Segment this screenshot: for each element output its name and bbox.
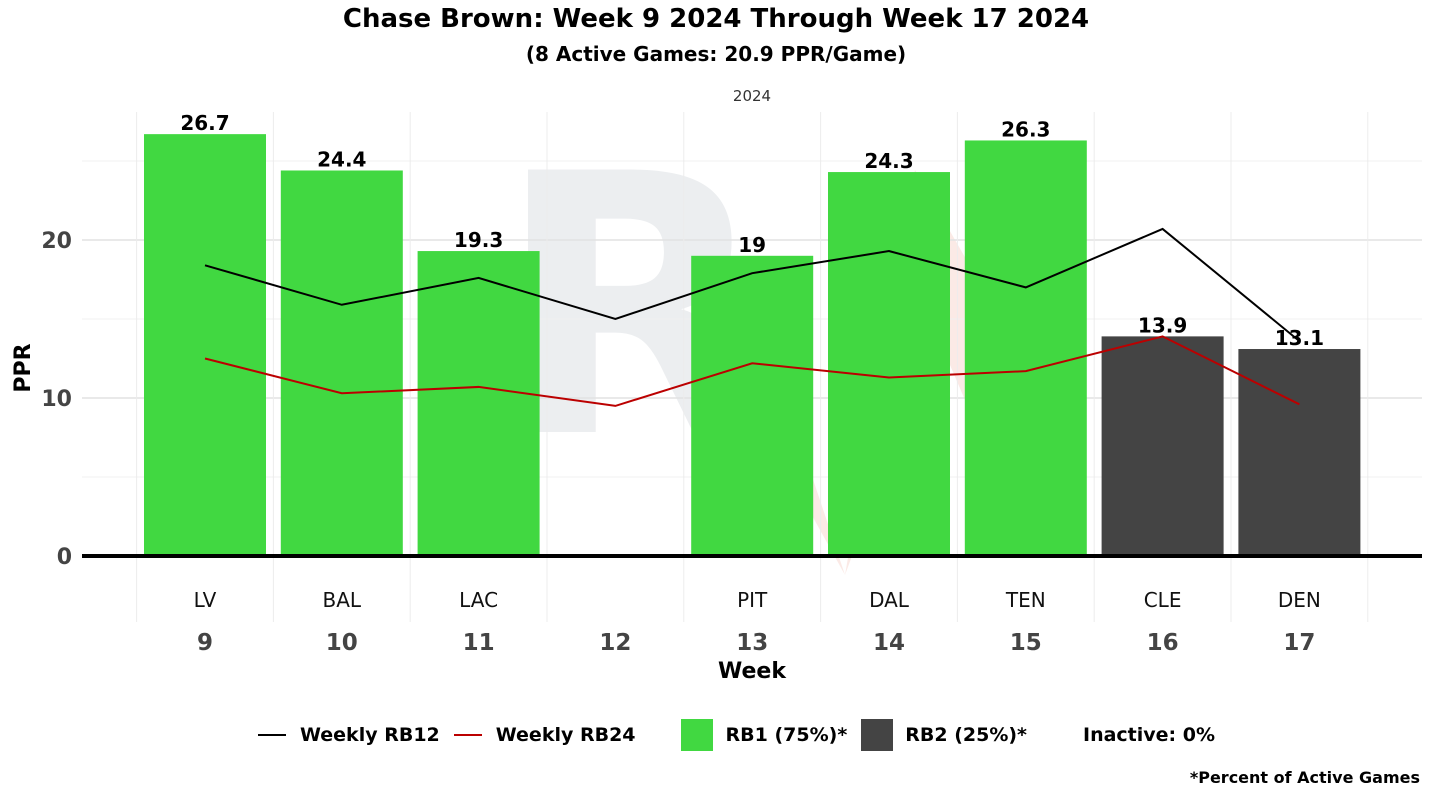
bar-value-label: 24.3 xyxy=(864,149,913,173)
x-tick-label: 16 xyxy=(1147,630,1179,656)
label-layer: 26.7 24.4 19.3 19 24.3 26.3 13.9 13.1 xyxy=(180,111,1324,350)
legend-inactive-label: Inactive: 0% xyxy=(1083,724,1216,746)
x-tick-label: 17 xyxy=(1283,630,1315,656)
bar-value-label: 19.3 xyxy=(454,228,503,252)
bar-week-9 xyxy=(144,134,266,556)
bar-week-16 xyxy=(1101,336,1224,556)
opponent-label: LAC xyxy=(459,588,498,612)
bar-week-17 xyxy=(1238,349,1361,556)
legend-rb24-swatch xyxy=(453,734,482,736)
bar-week-15 xyxy=(964,140,1087,556)
y-tick-label: 10 xyxy=(41,387,72,412)
legend-rb12-swatch xyxy=(258,734,286,736)
x-tick-label: 12 xyxy=(599,630,631,656)
legend: Weekly RB12 Weekly RB24 RB1 (75%)* RB2 (… xyxy=(258,718,1215,752)
legend-rb1-swatch xyxy=(680,719,713,751)
facet-label: 2024 xyxy=(733,87,771,105)
legend-rb12-label: Weekly RB12 xyxy=(300,724,440,746)
chart-subtitle: (8 Active Games: 20.9 PPR/Game) xyxy=(525,42,907,66)
x-tick-label: 11 xyxy=(463,630,495,656)
opponent-label: DAL xyxy=(869,588,910,612)
x-tick-label: 10 xyxy=(326,630,358,656)
x-tick-label: 9 xyxy=(197,630,213,656)
opponent-label: TEN xyxy=(1005,588,1046,612)
chart-title: Chase Brown: Week 9 2024 Through Week 17… xyxy=(342,4,1090,34)
line-layer xyxy=(204,227,1301,407)
bar-week-10 xyxy=(280,170,403,557)
x-tick-label: 14 xyxy=(873,630,905,656)
y-tick-label: 20 xyxy=(41,229,72,254)
bar-value-label: 13.1 xyxy=(1275,326,1324,350)
bar-value-label: 26.3 xyxy=(1001,117,1050,141)
legend-rb2-swatch xyxy=(861,719,894,751)
bar-value-label: 24.4 xyxy=(317,147,366,171)
opponent-label: DEN xyxy=(1278,588,1321,612)
bar-value-label: 13.9 xyxy=(1138,313,1187,337)
bar-week-14 xyxy=(828,172,950,556)
legend-rb1-label: RB1 (75%)* xyxy=(725,724,848,746)
line-weekly-rb24 xyxy=(204,335,1300,407)
bar-week-11 xyxy=(417,251,540,556)
y-tick-label: 0 xyxy=(57,545,72,570)
x-axis-title: Week xyxy=(718,659,787,684)
bar-value-label: 26.7 xyxy=(180,111,229,135)
footnote: *Percent of Active Games xyxy=(1189,768,1420,787)
legend-rb24-label: Weekly RB24 xyxy=(495,724,636,746)
legend-rb2-label: RB2 (25%)* xyxy=(905,724,1027,746)
bar-value-label: 19 xyxy=(738,233,766,257)
opponent-label: BAL xyxy=(323,588,362,612)
y-axis-title: PPR xyxy=(11,343,36,392)
x-tick-label: 13 xyxy=(736,630,768,656)
bar-layer xyxy=(144,134,1361,557)
opponent-label: PIT xyxy=(737,588,768,612)
opponent-label: CLE xyxy=(1144,588,1182,612)
line-weekly-rb12 xyxy=(204,227,1301,342)
axis-layer: 2024 0 10 20 LV 9 BAL 10 LAC 11 12 PIT 13 DAL 14 TEN 15 C… xyxy=(11,87,1422,684)
bar-week-13 xyxy=(691,255,814,557)
opponent-label: LV xyxy=(194,588,217,612)
x-tick-label: 15 xyxy=(1010,630,1042,656)
